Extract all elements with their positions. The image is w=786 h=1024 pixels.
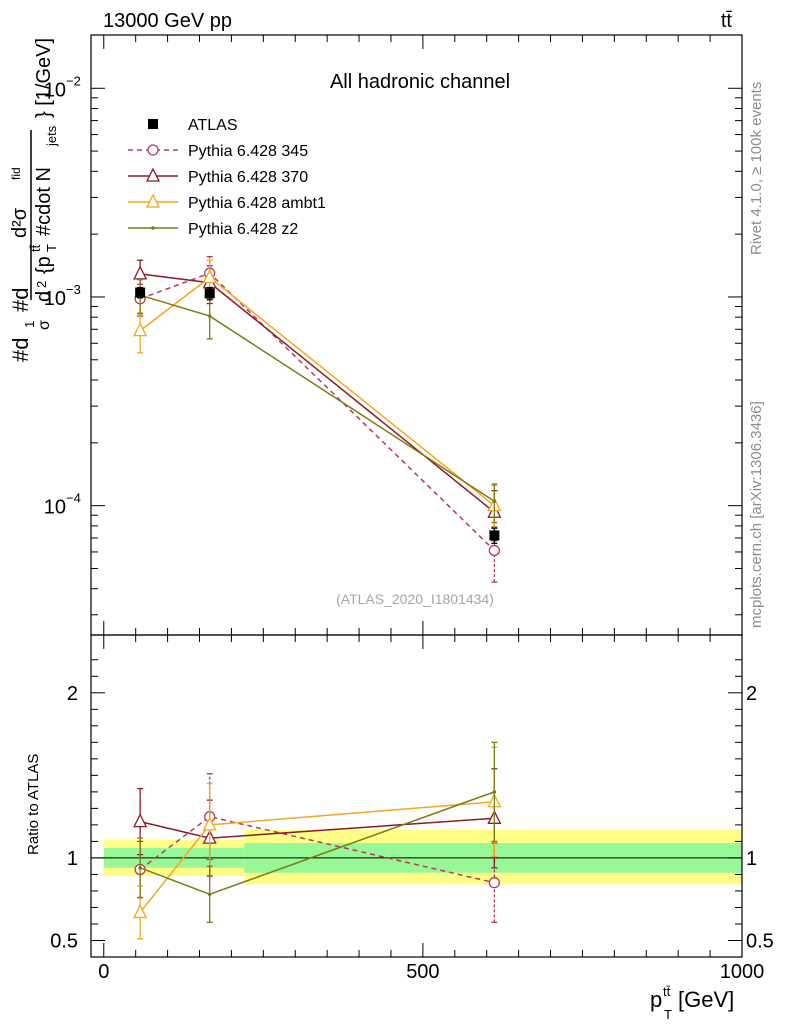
y-label-denom-b: {p: [33, 256, 55, 274]
y-tick-label: 10: [44, 288, 66, 310]
y-label-prefix: #d: [8, 338, 33, 362]
ratio-y-tick-label: 1: [67, 848, 78, 870]
y-label-unit: } [1/GeV]: [33, 38, 55, 118]
main-series: [134, 257, 500, 582]
analysis-watermark: (ATLAS_2020_I1801434): [336, 591, 494, 607]
legend-marker: [148, 145, 158, 155]
x-label-p: p: [650, 987, 662, 1012]
legend-label: Pythia 6.428 345: [188, 143, 308, 160]
rivet-label: Rivet 4.1.0, ≥ 100k events: [748, 82, 765, 255]
legend-label: Pythia 6.428 370: [188, 169, 308, 186]
x-tick-label: 1000: [720, 961, 765, 983]
y-tick-exponent: −4: [66, 491, 81, 506]
legend-entry: Pythia 6.428 ambt1: [128, 195, 326, 212]
legend-marker: [147, 195, 159, 207]
y-tick-label: 10: [44, 79, 66, 101]
data-point: [138, 866, 142, 870]
data-point: [208, 314, 212, 318]
ratio-panel: 2 2 1 1 0.5 0.5 0 500 1000 Ratio to ATLAS: [25, 635, 774, 983]
data-point: [489, 530, 499, 540]
ratio-y-tick-label-right: 0.5: [746, 930, 774, 952]
series-pythia-6-428-ambt1: [134, 260, 500, 532]
data-point: [134, 267, 146, 279]
header-energy: 13000 GeV pp: [103, 10, 232, 32]
chart-canvas: 13000 GeV pp tt̄ Rivet 4.1.0, ≥ 100k eve…: [0, 0, 786, 1024]
ratio-y-tick-label: 0.5: [50, 930, 78, 952]
x-label-unit: [GeV]: [678, 987, 734, 1012]
data-point: [134, 324, 146, 336]
series-pythia-6-428-370: [134, 260, 500, 540]
data-point: [134, 815, 146, 827]
y-label-numerator: d²σ: [9, 207, 31, 238]
legend-label: Pythia 6.428 z2: [188, 221, 298, 238]
series-atlas: [135, 288, 499, 544]
series-line: [140, 274, 494, 512]
legend-marker: [148, 119, 158, 129]
data-point: [489, 878, 499, 888]
x-tick-label: 500: [406, 961, 439, 983]
y-label-one: 1: [22, 321, 37, 328]
data-point: [489, 545, 499, 555]
series-pythia-6-428-z2: [137, 280, 497, 523]
legend: ATLAS Pythia 6.428 345 Pythia 6.428 370 Pyt…: [128, 117, 326, 238]
y-label-prefix-2: #d: [8, 288, 33, 312]
data-point: [493, 499, 497, 503]
mcplots-label: mcplots.cern.ch [arXiv:1306.3436]: [748, 401, 765, 628]
y-label-denom-c: #cdot N: [33, 167, 55, 236]
ratio-y-tick-label-right: 2: [746, 683, 757, 705]
data-point: [135, 288, 145, 298]
y-label-denom-T: T: [44, 244, 59, 252]
legend-entry: Pythia 6.428 370: [128, 169, 308, 186]
data-point: [493, 790, 497, 794]
header-process: tt̄: [721, 10, 733, 32]
series-line: [140, 273, 494, 550]
legend-marker: [151, 226, 155, 230]
y-label-sigma: σ: [36, 320, 53, 330]
y-label-denom-jets: jets: [44, 125, 59, 147]
legend-label: ATLAS: [188, 117, 238, 134]
y-tick-label: 10: [44, 497, 66, 519]
series-pythia-6-428-345: [135, 257, 499, 582]
chart-title: All hadronic channel: [330, 71, 510, 93]
ratio-frame: [91, 635, 742, 957]
x-label-T: T: [664, 1007, 672, 1022]
y-tick-exponent: −2: [66, 73, 81, 88]
y-label-denom-tt: tt̄: [28, 244, 43, 252]
y-label-fid: fid: [9, 167, 23, 180]
legend-entry: Pythia 6.428 z2: [128, 221, 298, 238]
legend-label: Pythia 6.428 ambt1: [188, 195, 326, 212]
y-label-denom-sq: 2: [34, 281, 49, 288]
main-panel: 10−210−310−4 All hadronic channel (ATLAS…: [44, 35, 742, 635]
ratio-y-tick-label: 2: [67, 683, 78, 705]
ratio-y-tick-label-right: 1: [746, 848, 757, 870]
x-axis-label: p T tt̄ [GeV]: [650, 984, 734, 1022]
legend-entry: ATLAS: [148, 117, 238, 134]
legend-entry: Pythia 6.428 345: [128, 143, 308, 160]
x-tick-label: 0: [98, 961, 109, 983]
y-tick-exponent: −3: [66, 282, 81, 297]
data-point: [208, 892, 212, 896]
legend-marker: [147, 169, 159, 181]
ratio-y-label: Ratio to ATLAS: [25, 754, 42, 855]
x-label-tt: tt̄: [663, 984, 671, 999]
data-point: [205, 288, 215, 298]
